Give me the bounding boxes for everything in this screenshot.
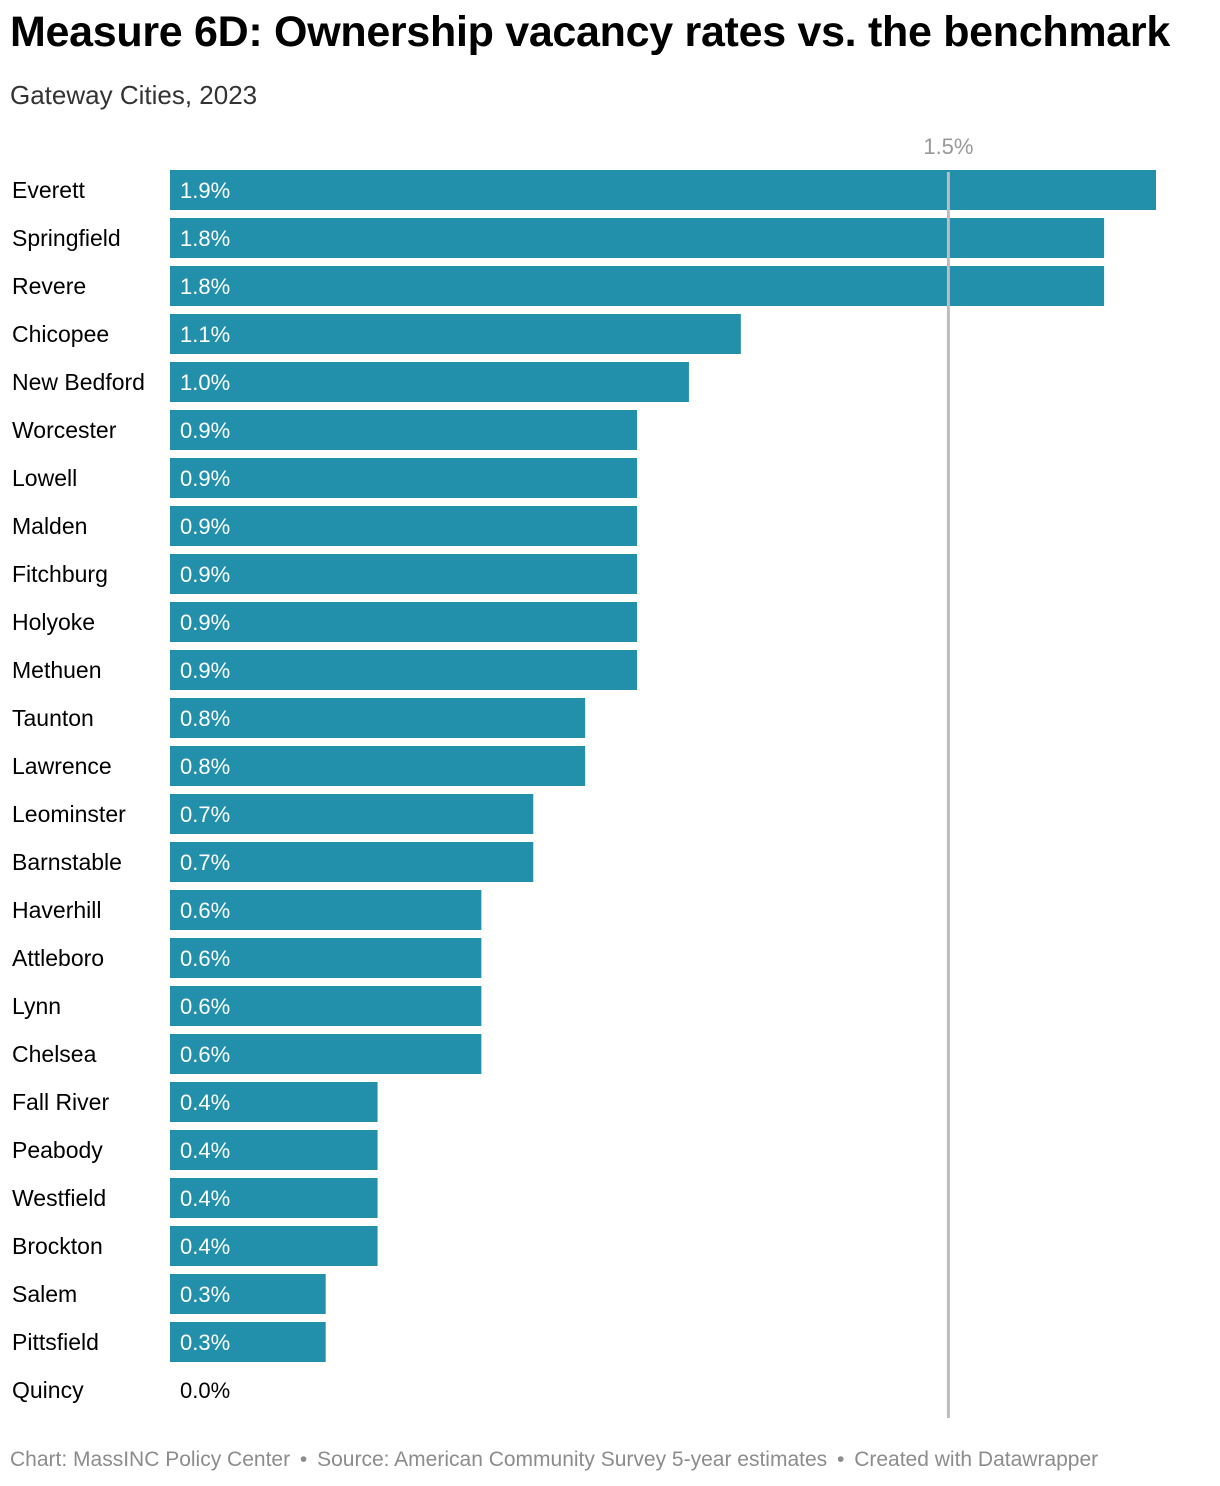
value-label: 0.6%	[180, 1042, 230, 1067]
bar	[170, 842, 534, 882]
category-label: Malden	[12, 513, 87, 539]
bar	[170, 506, 638, 546]
bar	[170, 890, 482, 930]
value-label: 0.4%	[180, 1138, 230, 1163]
bar	[170, 1130, 378, 1170]
bar	[170, 746, 586, 786]
value-label: 0.9%	[180, 514, 230, 539]
footer-tool: Created with Datawrapper	[854, 1448, 1099, 1471]
benchmark-group: 1.5%	[923, 134, 973, 1418]
category-label: Worcester	[12, 417, 117, 443]
bar	[170, 1034, 482, 1074]
bar	[170, 1274, 326, 1314]
value-label: 1.9%	[180, 178, 230, 203]
bar	[170, 410, 638, 450]
category-label: Fall River	[12, 1089, 109, 1115]
value-label: 0.3%	[180, 1282, 230, 1307]
bar	[170, 218, 1105, 258]
category-label: Taunton	[12, 705, 94, 731]
value-label: 0.4%	[180, 1090, 230, 1115]
value-label: 0.8%	[180, 706, 230, 731]
bar	[170, 266, 1105, 306]
chart-title: Measure 6D: Ownership vacancy rates vs. …	[10, 8, 1170, 56]
value-label: 0.6%	[180, 946, 230, 971]
category-label: Chelsea	[12, 1041, 97, 1067]
category-label: Lowell	[12, 465, 77, 491]
category-label: Quincy	[12, 1377, 84, 1403]
labels-group: Everett 1.9% Springfield 1.8% Revere 1.8% Chic…	[12, 177, 230, 1403]
value-label: 0.6%	[180, 898, 230, 923]
bar	[170, 554, 638, 594]
chart-subtitle: Gateway Cities, 2023	[10, 80, 258, 110]
bar	[170, 650, 638, 690]
footer-credit: Chart: MassINC Policy Center	[10, 1448, 291, 1471]
bar	[170, 458, 638, 498]
benchmark-label: 1.5%	[923, 134, 973, 159]
value-label: 0.9%	[180, 466, 230, 491]
value-label: 0.4%	[180, 1186, 230, 1211]
value-label: 1.8%	[180, 226, 230, 251]
value-label: 0.3%	[180, 1330, 230, 1355]
bar	[170, 1322, 326, 1362]
bar	[170, 1178, 378, 1218]
category-label: Revere	[12, 273, 86, 299]
chart-footer: Chart: MassINC Policy Center • Source: A…	[10, 1448, 1098, 1472]
value-label: 0.7%	[180, 850, 230, 875]
bar	[170, 602, 638, 642]
bar	[170, 314, 741, 354]
category-label: Barnstable	[12, 849, 122, 875]
value-label: 0.6%	[180, 994, 230, 1019]
category-label: Brockton	[12, 1233, 103, 1259]
category-label: Chicopee	[12, 321, 109, 347]
footer-separator: •	[299, 1448, 308, 1471]
value-label: 0.7%	[180, 802, 230, 827]
category-label: Pittsfield	[12, 1329, 99, 1355]
footer-separator: •	[837, 1448, 845, 1471]
value-label: 0.4%	[180, 1234, 230, 1259]
bar	[170, 1226, 378, 1266]
value-label: 0.9%	[180, 562, 230, 587]
category-label: Springfield	[12, 225, 121, 251]
bar	[170, 698, 586, 738]
category-label: Lynn	[12, 993, 61, 1019]
category-label: Attleboro	[12, 945, 104, 971]
bar	[170, 1082, 378, 1122]
bar	[170, 794, 534, 834]
bar-chart: Everett 1.9% Springfield 1.8% Revere 1.8% Chic…	[12, 134, 1156, 1418]
bars-group	[170, 170, 1156, 1362]
value-label: 1.0%	[180, 370, 230, 395]
category-label: Holyoke	[12, 609, 95, 635]
bar	[170, 986, 482, 1026]
category-label: Peabody	[12, 1137, 103, 1163]
category-label: Methuen	[12, 657, 102, 683]
category-label: Haverhill	[12, 897, 101, 923]
value-label: 0.8%	[180, 754, 230, 779]
category-label: Leominster	[12, 801, 126, 827]
category-label: Lawrence	[12, 753, 112, 779]
category-label: New Bedford	[12, 369, 145, 395]
bar	[170, 170, 1156, 210]
category-label: Salem	[12, 1281, 77, 1307]
value-label: 0.9%	[180, 658, 230, 683]
category-label: Westfield	[12, 1185, 106, 1211]
category-label: Fitchburg	[12, 561, 108, 587]
bar	[170, 938, 482, 978]
value-label: 0.0%	[180, 1378, 230, 1403]
value-label: 1.1%	[180, 322, 230, 347]
value-label: 0.9%	[180, 418, 230, 443]
value-label: 1.8%	[180, 274, 230, 299]
category-label: Everett	[12, 177, 85, 203]
value-label: 0.9%	[180, 610, 230, 635]
bar	[170, 362, 689, 402]
footer-source: Source: American Community Survey 5-year…	[317, 1448, 828, 1471]
